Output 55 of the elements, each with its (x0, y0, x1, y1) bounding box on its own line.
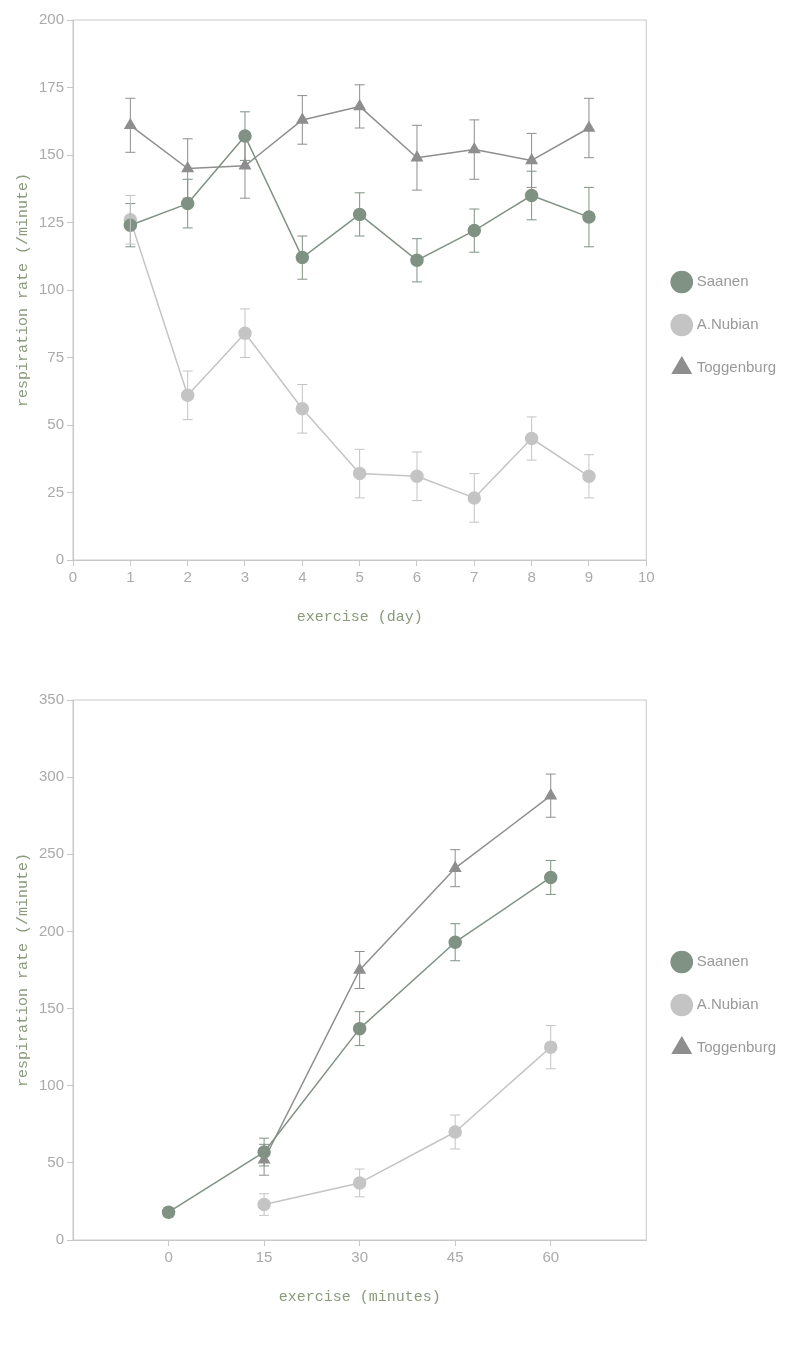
y-tick-label: 100 (39, 1075, 65, 1093)
y-tick-label: 0 (55, 550, 65, 568)
y-axis-title: respiration rate (/minute) (14, 852, 32, 1088)
x-tick-label: 10 (637, 568, 655, 586)
x-axis-title: exercise (minutes) (278, 1288, 441, 1306)
x-tick-label: 45 (446, 1248, 464, 1266)
legend-label: Saanen (696, 272, 749, 290)
legend-label: Toggenburg (696, 1038, 776, 1056)
point (543, 870, 558, 885)
x-tick-label: 5 (355, 568, 364, 586)
legend-label: Toggenburg (696, 358, 776, 376)
x-tick-label: 8 (527, 568, 536, 586)
y-tick-label: 150 (39, 145, 65, 163)
point (352, 466, 367, 481)
point (352, 1021, 367, 1036)
point (524, 188, 539, 203)
x-axis-title: exercise (day) (296, 608, 423, 626)
point (449, 861, 462, 872)
y-tick-label: 125 (39, 212, 65, 230)
y-axis-title: respiration rate (/minute) (14, 172, 32, 408)
y-tick-label: 150 (39, 998, 65, 1016)
x-tick-label: 9 (584, 568, 594, 586)
x-tick-label: 7 (470, 568, 479, 586)
y-tick-label: 100 (39, 280, 65, 298)
x-tick-label: 15 (255, 1248, 273, 1266)
y-tick-label: 175 (39, 77, 65, 95)
x-tick-label: 60 (542, 1248, 560, 1266)
point (353, 963, 366, 974)
y-tick-label: 200 (39, 10, 65, 28)
point (524, 431, 539, 446)
y-tick-label: 0 (55, 1230, 65, 1248)
x-tick-label: 3 (240, 568, 250, 586)
point (352, 207, 367, 222)
y-tick-label: 300 (39, 767, 65, 785)
point (296, 113, 309, 124)
y-tick-label: 250 (39, 844, 65, 862)
x-tick-label: 4 (298, 568, 307, 586)
y-tick-label: 50 (47, 415, 65, 433)
point (448, 935, 462, 949)
x-tick-label: 6 (412, 568, 422, 586)
x-tick-label: 2 (183, 568, 192, 586)
x-tick-label: 0 (164, 1248, 173, 1266)
y-tick-label: 75 (47, 347, 65, 365)
y-tick-label: 200 (39, 921, 65, 939)
legend-label: A.Nubian (696, 995, 759, 1013)
point (467, 223, 482, 238)
y-tick-label: 25 (47, 482, 65, 500)
x-tick-label: 0 (68, 568, 78, 586)
x-tick-label: 30 (351, 1248, 368, 1266)
x-tick-label: 1 (126, 568, 135, 586)
legend-label: A.Nubian (696, 315, 759, 333)
legend-label: Saanen (696, 952, 749, 970)
y-tick-label: 50 (47, 1153, 65, 1170)
point (295, 250, 310, 265)
y-tick-label: 350 (39, 690, 65, 708)
